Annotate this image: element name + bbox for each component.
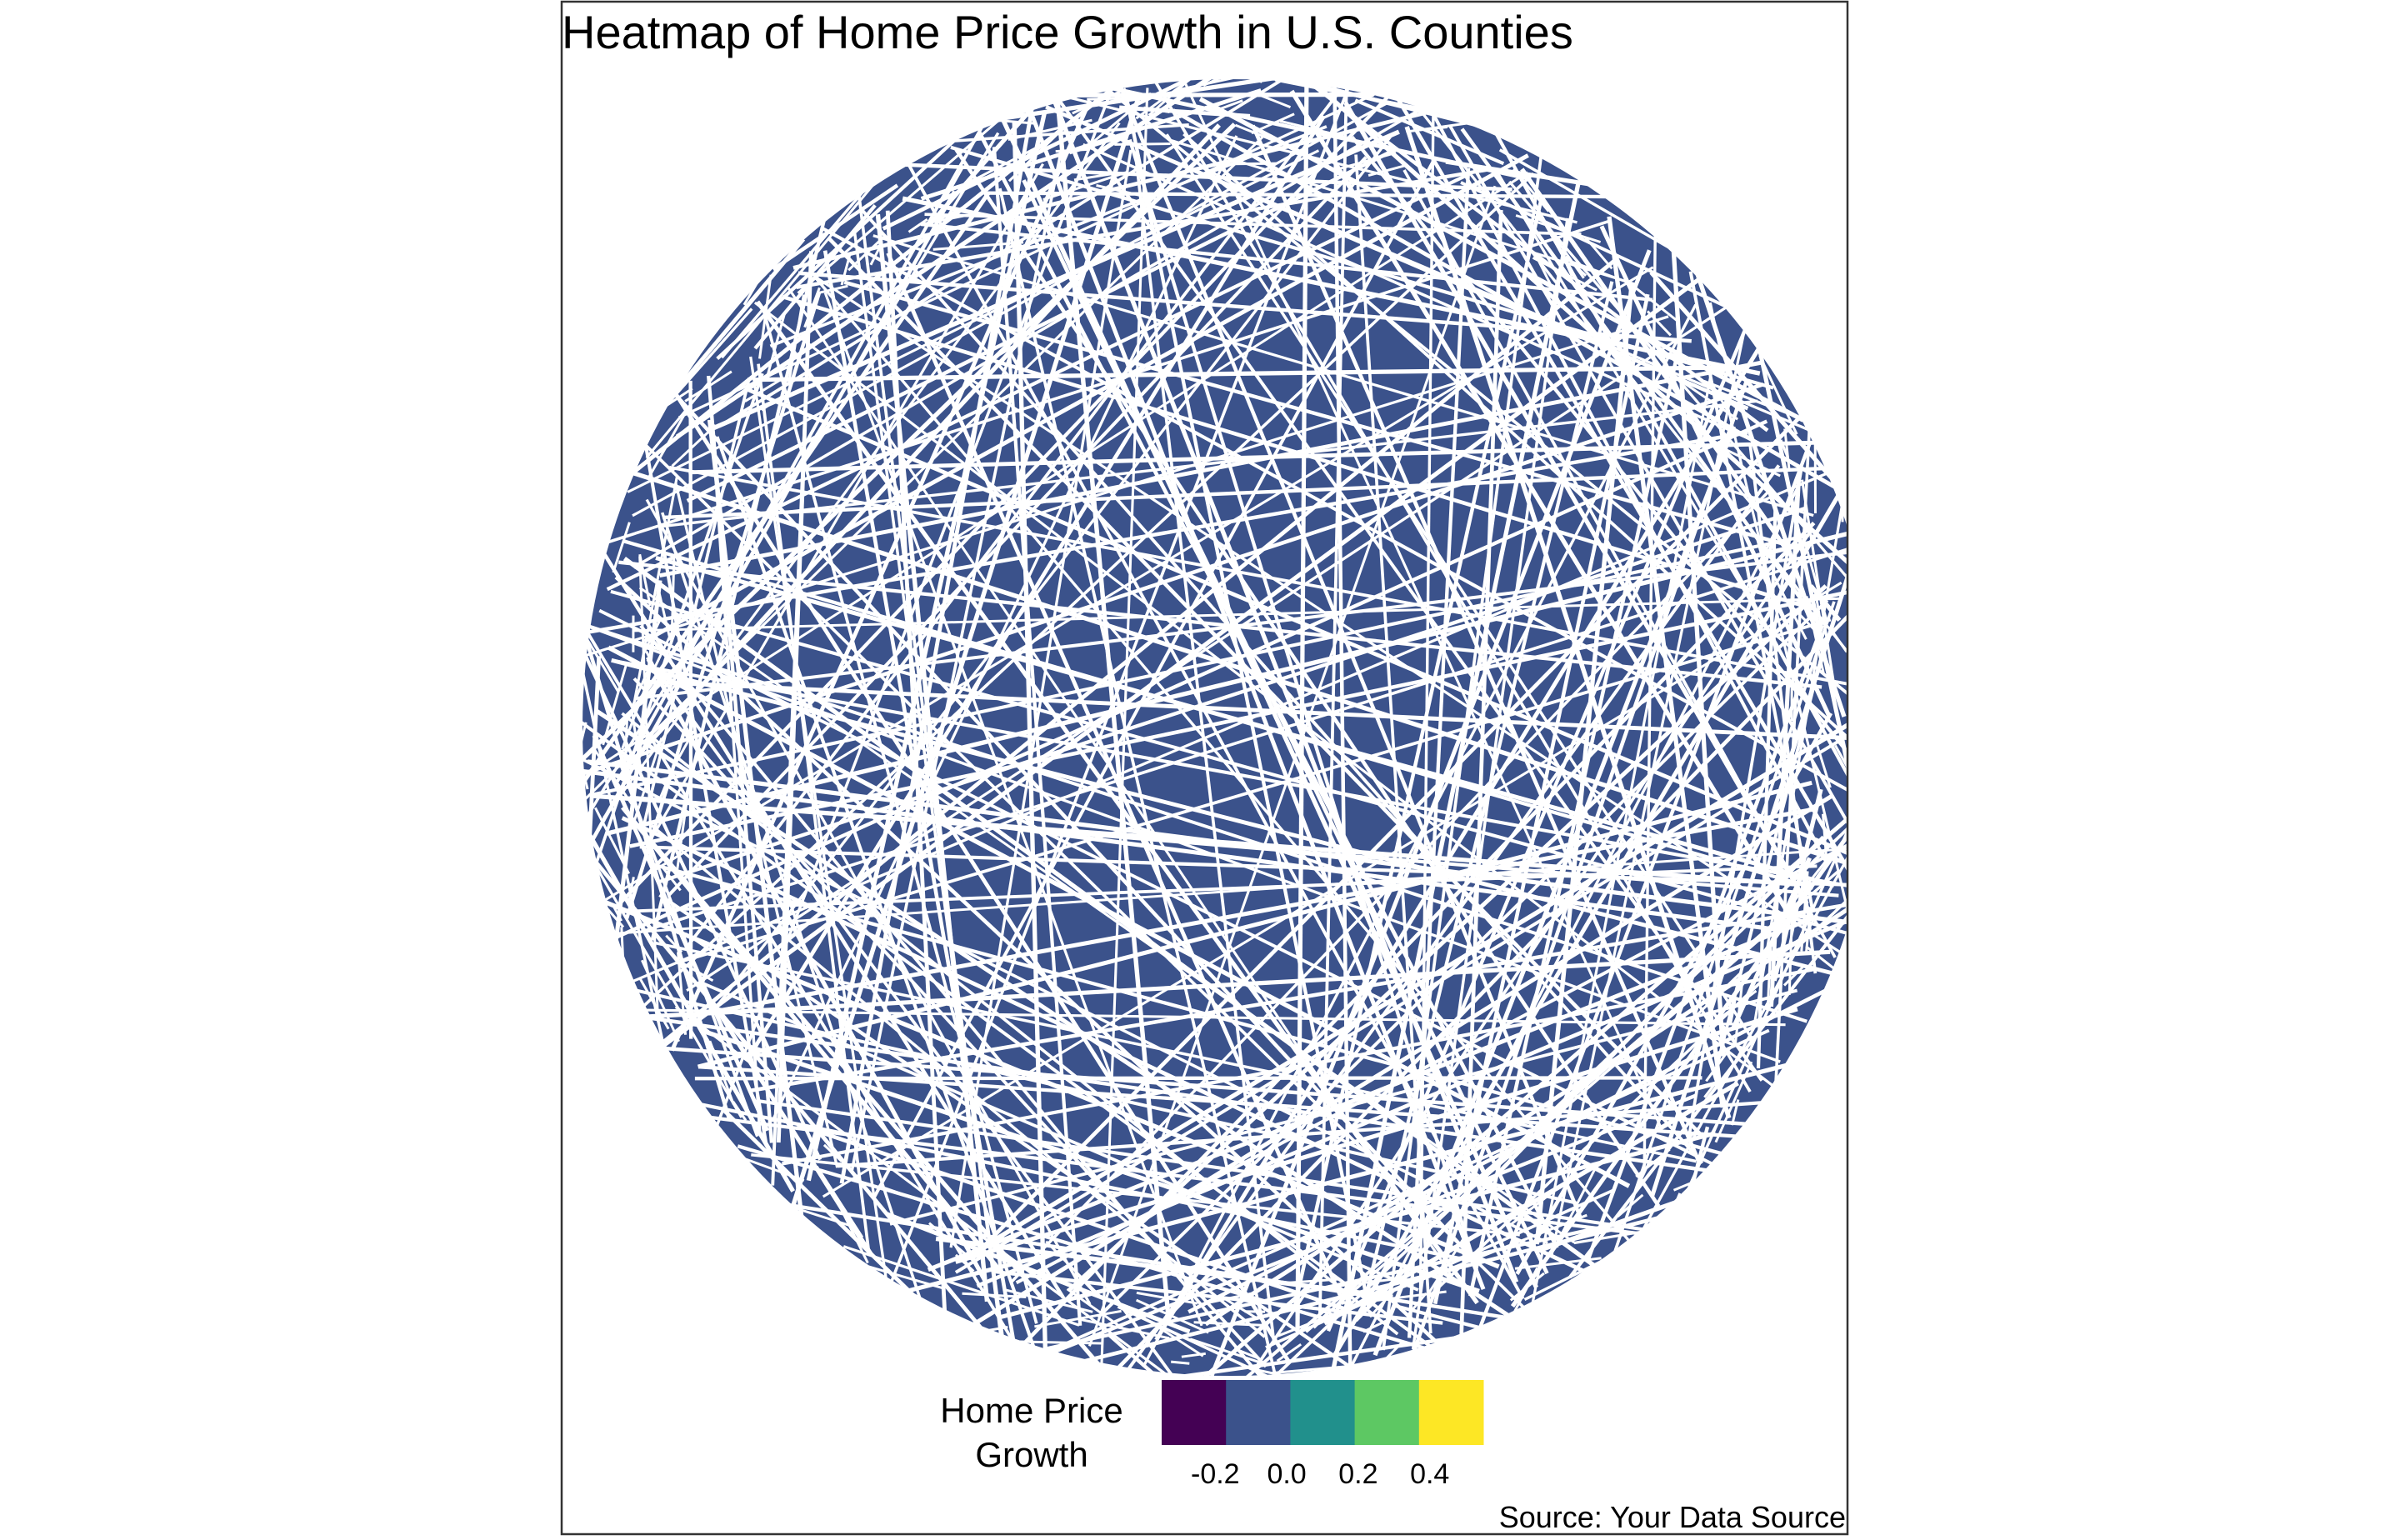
chart-caption: Source: Your Data Source bbox=[1499, 1500, 1846, 1534]
chart-title: Heatmap of Home Price Growth in U.S. Cou… bbox=[562, 6, 1573, 58]
legend-title-line-2: Growth bbox=[975, 1435, 1088, 1474]
county-border-line bbox=[1114, 144, 1170, 145]
legend-tick-label: 0.0 bbox=[1267, 1458, 1306, 1490]
legend-color-bin bbox=[1419, 1380, 1484, 1445]
legend-tick-label: -0.2 bbox=[1191, 1458, 1240, 1490]
legend-tick-label: 0.2 bbox=[1338, 1458, 1378, 1490]
legend-title-line-1: Home Price bbox=[940, 1391, 1122, 1430]
county-border-line bbox=[1222, 163, 1277, 164]
legend-color-bin bbox=[1162, 1380, 1227, 1445]
county-border-line bbox=[595, 882, 596, 904]
legend-color-bin bbox=[1355, 1380, 1420, 1445]
legend-tick-label: 0.4 bbox=[1410, 1458, 1449, 1490]
legend-color-bin bbox=[1290, 1380, 1355, 1445]
legend-color-bin bbox=[1226, 1380, 1291, 1445]
legend-colorbar bbox=[1162, 1380, 1484, 1445]
